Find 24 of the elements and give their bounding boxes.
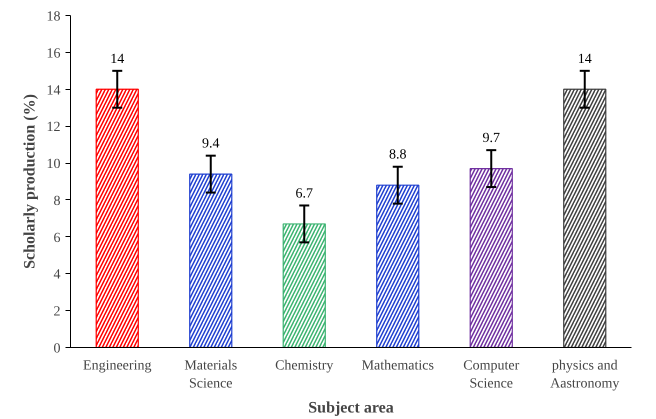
x-tick-label: Engineering: [83, 358, 152, 374]
data-label: 9.4: [202, 136, 220, 152]
y-tick-label: 2: [54, 304, 60, 320]
y-tick-label: 12: [46, 120, 60, 136]
data-label: 14: [110, 52, 124, 67]
y-tick-label: 0: [54, 342, 60, 356]
x-axis-title: Subject area: [308, 400, 394, 416]
y-tick-label: 16: [46, 46, 60, 62]
x-tick-label: physics and Aastronomy: [550, 358, 620, 392]
data-label: 14: [578, 52, 592, 67]
y-tick-label: 10: [46, 157, 60, 172]
x-tick-label: Materials Science: [184, 358, 238, 392]
y-tick-label: 18: [46, 10, 60, 24]
y-tick-label: 8: [54, 194, 60, 209]
y-axis-title: Scholarly production (%): [22, 94, 38, 269]
x-tick-label: Chemistry: [275, 358, 334, 374]
data-label: 6.7: [296, 186, 313, 202]
data-label: 9.7: [482, 131, 500, 146]
x-tick-label: Mathematics: [362, 358, 434, 374]
data-label: 8.8: [389, 148, 406, 163]
x-tick-label: Computer Science: [463, 358, 520, 392]
y-tick-label: 6: [54, 230, 60, 246]
y-tick-label: 14: [46, 83, 60, 98]
y-tick-label: 4: [54, 268, 60, 283]
